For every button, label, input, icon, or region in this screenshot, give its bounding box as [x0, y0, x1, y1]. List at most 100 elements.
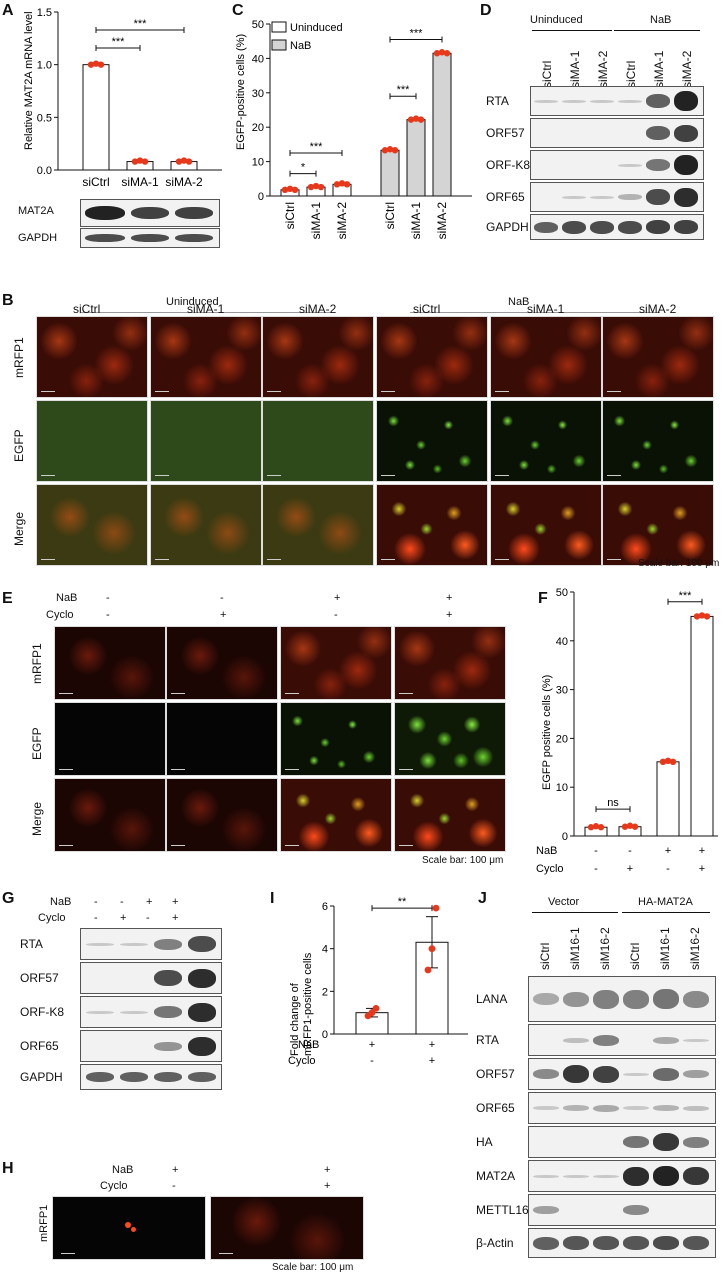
chart-i-point [424, 966, 432, 974]
blot-d-group-nab: NaB [650, 14, 672, 26]
chart-a-ytick-label: 1.5 [37, 7, 52, 19]
chart-c-point [343, 181, 351, 188]
chart-a-axes: 0.0 0.5 1.0 1.5 [37, 7, 222, 177]
micro-b-image [150, 484, 262, 566]
blot-j-row-label: RTA [476, 1033, 499, 1047]
blot-d-row-label: ORF57 [486, 126, 525, 140]
micro-b-group-nab: NaB [508, 296, 530, 308]
blot-j-row [528, 1194, 716, 1226]
chart-i-treatments: + - + + NaB Cyclo [288, 1039, 435, 1067]
chart-c-ytick-label: 20 [252, 122, 264, 134]
micro-h-nab-2: + [324, 1164, 331, 1176]
chart-a-ytick-label: 0.0 [37, 165, 52, 177]
chart-i-ylabel-2: mRFP1-positive cells [302, 952, 314, 1056]
micro-b-row-label: Merge [12, 511, 26, 546]
micro-e-image [280, 702, 392, 776]
panel-label-b: B [2, 292, 14, 309]
panel-label-g: G [2, 890, 15, 907]
chart-f-cyclo-value: - [594, 863, 598, 875]
chart-i-nab-value: + [369, 1039, 375, 1051]
blot-a-mat2a [80, 199, 220, 227]
blot-g-nab-value: + [146, 896, 153, 908]
blot-j-lane-label: siM16-1 [568, 927, 582, 970]
blot-d-row [530, 150, 704, 180]
blot-j-group-ha-mat2a: HA-MAT2A [638, 896, 693, 908]
chart-c-point [433, 50, 441, 57]
blot-g-row [80, 1064, 222, 1090]
chart-f-point [631, 823, 639, 830]
chart-a-point [136, 157, 144, 164]
chart-c-point [438, 49, 446, 56]
chart-f-sig-1-label: ns [607, 797, 619, 809]
micro-e-row-label: Merge [30, 801, 44, 836]
blot-g-nab-label: NaB [50, 896, 72, 908]
chart-c-point [307, 183, 315, 191]
chart-f-nab-value: - [628, 845, 632, 857]
micro-b-group-uninduced: Uninduced [166, 296, 219, 308]
chart-c-point [281, 186, 289, 194]
chart-a-ytick-label: 0.5 [37, 112, 52, 124]
chart-i-point [368, 1009, 376, 1017]
chart-f-ylabel: EGFP positive cells (%) [541, 675, 553, 790]
micro-b-image [602, 316, 714, 398]
chart-f-nab-value: + [699, 845, 705, 857]
micro-e-image [166, 626, 278, 700]
chart-a-xtick-label: siMA-2 [165, 175, 203, 189]
chart-c-ytick-label: 10 [252, 157, 264, 169]
chart-f-significance: ns *** [595, 590, 703, 813]
blot-d-lane-label: siMA-1 [652, 50, 666, 88]
chart-i: Fold change of mRFP1-positive cells 0 2 4 6… [288, 896, 468, 1067]
blot-j-lane-label: siCtrl [538, 942, 552, 970]
micro-e-image [394, 702, 506, 776]
blot-j-row-label: β-Actin [476, 1236, 514, 1250]
chart-c-xtick-label: siMA-2 [335, 202, 349, 240]
blot-j-group-vector: Vector [548, 896, 580, 908]
blot-d-row [530, 214, 704, 240]
micro-e-row-label: mRFP1 [30, 643, 44, 684]
chart-a-xtick-label: siMA-1 [121, 175, 159, 189]
chart-i-ytick-label: 4 [322, 944, 328, 956]
micro-h-nab-1: + [172, 1164, 179, 1176]
blot-d-lane-label: siCtrl [624, 60, 638, 88]
chart-c-legend: Uninduced NaB [271, 21, 343, 52]
chart-c-sig-3-label: *** [397, 84, 411, 96]
chart-c: EGFP-positive cells (%) 0 10 20 30 40 50 siCt… [235, 19, 472, 240]
blot-j-row-label: HA [476, 1135, 493, 1149]
micro-e-image [394, 778, 506, 852]
chart-f-point [597, 824, 605, 831]
micro-e-nab-value: + [446, 592, 453, 604]
chart-f-nab-label: NaB [536, 845, 557, 857]
micro-e-image [166, 702, 278, 776]
blot-d-row [530, 182, 704, 212]
micro-b-image [36, 316, 148, 398]
chart-a-point [97, 61, 105, 68]
blot-g-row-label: GAPDH [20, 1070, 63, 1084]
micro-e-image [54, 778, 166, 852]
micro-e-nab-value: + [334, 592, 341, 604]
blot-d-row-label: ORF-K8 [486, 158, 531, 172]
blot-j-row-label: MAT2A [476, 1169, 516, 1183]
micro-h-img-2 [210, 1196, 364, 1260]
chart-a-xtick-label: siCtrl [82, 175, 109, 189]
chart-c-point [291, 186, 299, 194]
chart-f-sig-2-label: *** [679, 590, 693, 602]
chart-i-bars [355, 904, 449, 1035]
micro-e-cyclo-value: + [446, 609, 453, 621]
panel-label-f: F [538, 590, 548, 607]
micro-b-image [376, 484, 488, 566]
chart-f-nab-value: + [665, 845, 671, 857]
micro-h-scale: Scale bar: 100 μm [272, 1262, 354, 1273]
chart-i-ylabel: Fold change of mRFP1-positive cells [289, 952, 314, 1056]
panel-label-h: H [2, 1160, 14, 1177]
chart-c-bars: siCtrl siMA-1 siMA-2 siCtrl siMA-1 siMA-2 [280, 49, 452, 240]
panel-label-c: C [232, 2, 244, 19]
blot-d-lane-label: siMA-2 [680, 50, 694, 88]
micro-b-col-label: siCtrl [413, 302, 441, 316]
chart-f-axes: 0 10 20 30 40 50 [556, 587, 718, 843]
chart-a-bar [82, 64, 110, 171]
blot-g-nab-value: - [94, 896, 98, 908]
blot-g-row-label: ORF-K8 [20, 1005, 65, 1019]
micro-b-image [262, 316, 374, 398]
chart-f-ytick-label: 40 [556, 636, 568, 648]
blot-d-row [530, 86, 704, 116]
